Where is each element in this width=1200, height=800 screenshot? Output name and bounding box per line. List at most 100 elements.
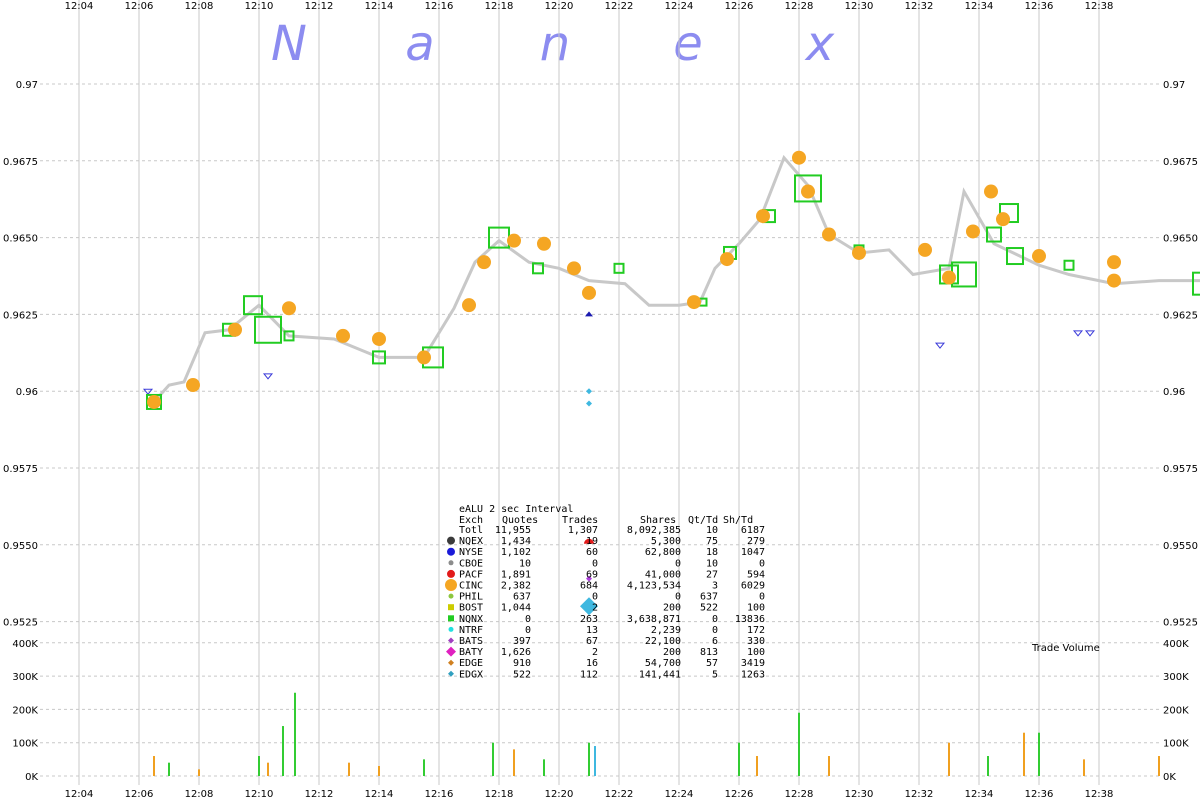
table-cell: 10 [519, 558, 531, 569]
volume-tick-label-left: 200K [12, 705, 38, 716]
quote-marker [1084, 330, 1096, 337]
volume-bar [282, 726, 284, 776]
table-cell: BATY [459, 647, 483, 658]
cinc-trade-circle [1107, 273, 1121, 288]
volume-bar [738, 742, 740, 776]
cinc-trade-circle [792, 150, 806, 165]
table-cell: 1,891 [501, 569, 531, 580]
table-cell: 1,434 [501, 536, 531, 547]
price-tick-label-right: 0.97 [1163, 80, 1185, 91]
nqnx-trade-square [794, 174, 822, 203]
table-cell: 5 [712, 669, 718, 680]
quote-marker [142, 388, 154, 396]
table-cell: 2,382 [501, 581, 531, 592]
x-tick-label-top: 12:36 [1025, 1, 1054, 12]
cinc-trade-circle [186, 378, 200, 393]
quote-marker [585, 311, 593, 317]
volume-tick-label-right: 0K [1163, 772, 1176, 783]
cinc-trade-circle [996, 212, 1010, 227]
legend-marker [448, 604, 454, 611]
volume-bar [492, 742, 494, 776]
axis-labels: 12:04 12:04 12:06 12:06 12:08 12:08 12:10 12:10… [3, 1, 1198, 800]
x-tick-label-top: 12:38 [1085, 1, 1114, 12]
quote-marker [934, 342, 946, 349]
grid-lines [40, 0, 1160, 785]
table-cell: 0 [525, 614, 531, 625]
volume-bar [267, 762, 269, 776]
legend-marker [448, 593, 454, 599]
quote-marker [262, 373, 274, 380]
table-cell: 100 [747, 603, 765, 614]
price-tick-label-left: 0.9550 [3, 541, 38, 552]
volume-bar [828, 756, 830, 776]
table-cell: 69 [586, 569, 598, 580]
table-cell: 100 [747, 647, 765, 658]
x-tick-label-bottom: 12:10 [245, 789, 274, 800]
x-tick-label-top: 12:08 [185, 1, 214, 12]
price-tick-label-left: 0.9650 [3, 234, 38, 245]
legend-marker [448, 659, 454, 666]
x-tick-label-top: 12:34 [965, 1, 994, 12]
table-cell: NQNX [459, 614, 483, 625]
legend-marker [447, 536, 455, 545]
x-tick-label-bottom: 12:14 [365, 789, 394, 800]
cinc-trade-circle [822, 227, 836, 242]
cinc-trade-circle [582, 285, 596, 300]
table-cell: 54,700 [645, 658, 681, 669]
table-cell: 27 [706, 569, 718, 580]
volume-bar [756, 756, 758, 776]
table-cell: 19 [586, 536, 598, 547]
table-cell: 637 [513, 592, 531, 603]
price-tick-label-left: 0.9675 [3, 157, 38, 168]
x-tick-label-bottom: 12:32 [905, 789, 934, 800]
nqnx-trade-square [1063, 259, 1075, 271]
legend-marker [448, 637, 454, 644]
table-cell: 200 [663, 647, 681, 658]
x-tick-label-bottom: 12:30 [845, 789, 874, 800]
price-tick-label-right: 0.9675 [1163, 157, 1198, 168]
volume-tick-label-left: 300K [12, 672, 38, 683]
volume-bar [153, 756, 155, 776]
brand-letter: a [405, 16, 434, 72]
volume-bar [588, 742, 590, 776]
cinc-trade-circle [687, 295, 701, 310]
table-cell: 60 [586, 547, 598, 558]
volume-bar [543, 759, 545, 776]
price-tick-label-right: 0.9625 [1163, 310, 1198, 321]
cinc-trade-circle [417, 350, 431, 365]
x-tick-label-bottom: 12:08 [185, 789, 214, 800]
table-cell: 263 [580, 614, 598, 625]
price-tick-label-left: 0.9575 [3, 464, 38, 475]
price-line [152, 154, 1200, 403]
table-cell: 172 [747, 625, 765, 636]
table-cell: CBOE [459, 558, 483, 569]
brand-letter: N [271, 16, 307, 72]
nqnx-trade-square [613, 262, 625, 274]
volume-bar [378, 766, 380, 776]
price-tick-label-left: 0.97 [16, 80, 38, 91]
price-tick-label-right: 0.9525 [1163, 618, 1198, 629]
table-cell: 397 [513, 636, 531, 647]
table-cell: CINC [459, 581, 483, 592]
table-cell: 200 [663, 603, 681, 614]
volume-tick-label-left: 400K [12, 639, 38, 650]
quote-marker [586, 400, 592, 407]
volume-bar [1023, 732, 1025, 776]
x-tick-label-bottom: 12:26 [725, 789, 754, 800]
price-line-path [152, 154, 1200, 403]
table-cell: 0 [675, 558, 681, 569]
table-cell: 279 [747, 536, 765, 547]
table-cell: 522 [513, 669, 531, 680]
cinc-trade-circle [477, 255, 491, 270]
cinc-trade-circle [1032, 249, 1046, 264]
table-cell: 0 [712, 614, 718, 625]
table-header: Sh/Td [723, 515, 753, 526]
x-tick-label-top: 12:26 [725, 1, 754, 12]
price-tick-label-right: 0.96 [1163, 387, 1185, 398]
volume-bar [348, 762, 350, 776]
price-tick-label-left: 0.9625 [3, 310, 38, 321]
x-tick-label-top: 12:20 [545, 1, 574, 12]
price-tick-label-right: 0.9650 [1163, 234, 1198, 245]
